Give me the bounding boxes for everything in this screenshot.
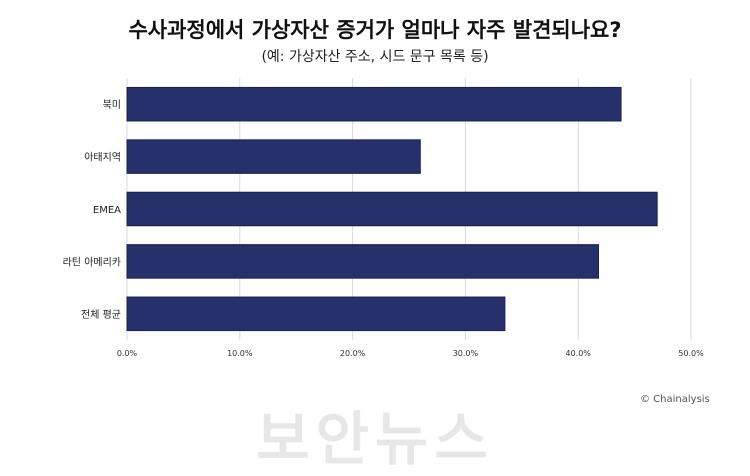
x-tick-label: 50.0% <box>678 349 704 358</box>
chart-subtitle: (예: 가상자산 주소, 시드 문구 목록 등) <box>261 49 489 65</box>
bar <box>126 296 506 332</box>
category-label: 전체 평균 <box>81 309 121 321</box>
source-credit: © Chainalysis <box>640 394 710 405</box>
category-label: 아태지역 <box>84 152 121 164</box>
bar <box>126 244 600 279</box>
watermark-logo: 보안뉴스 <box>256 405 494 473</box>
bar <box>126 86 622 122</box>
chart-title: 수사과정에서 가상자산 증거가 얼마나 자주 발견되나요? <box>128 18 622 42</box>
x-tick-label: 0.0% <box>117 349 138 358</box>
bars <box>126 86 658 332</box>
bar <box>126 139 421 174</box>
x-tick-label: 20.0% <box>340 349 366 358</box>
x-tick-label: 40.0% <box>565 349 591 358</box>
x-tick-label: 10.0% <box>227 349 253 358</box>
category-label: EMEA <box>93 205 121 216</box>
bar <box>126 191 658 227</box>
category-label: 북미 <box>103 99 121 111</box>
x-tick-label: 30.0% <box>453 349 479 358</box>
x-tick-labels: 0.0% 10.0% 20.0% 30.0% 40.0% 50.0% <box>117 349 704 358</box>
category-label: 라틴 아메리카 <box>63 256 121 268</box>
